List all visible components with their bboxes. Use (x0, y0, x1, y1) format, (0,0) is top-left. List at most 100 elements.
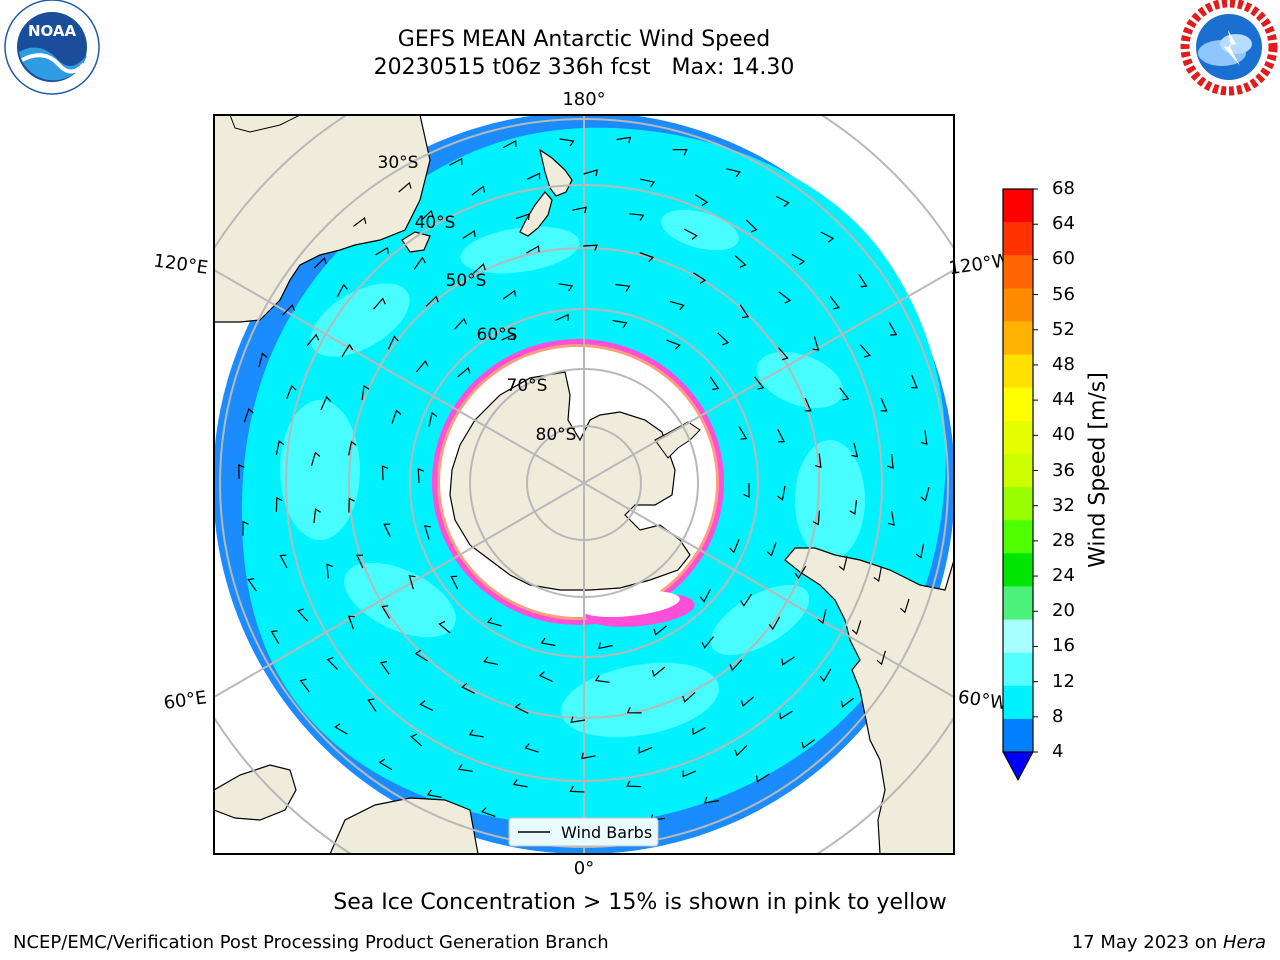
wind-barb (387, 335, 399, 350)
wind-barb (726, 168, 741, 178)
wind-barb (880, 397, 888, 412)
wind-barb (709, 376, 720, 391)
wind-barb (538, 671, 553, 683)
colorbar-extend-arrow (1002, 751, 1034, 782)
wind-barb (651, 666, 666, 677)
wind-barb (779, 710, 793, 720)
wind-barb (326, 563, 333, 579)
colorbar-segment (1003, 553, 1033, 587)
wind-barb (778, 347, 789, 361)
wind-barb (457, 763, 473, 772)
footer-credit: NCEP/EMC/Verification Post Processing Pr… (13, 932, 609, 953)
wind-barb (341, 343, 354, 358)
wind-barb (920, 430, 928, 445)
wind-barb (420, 209, 434, 221)
wind-barb (692, 726, 706, 736)
wind-barb (348, 440, 357, 456)
wind-barb (425, 295, 439, 307)
wind-barb (326, 656, 339, 670)
wind-barb (729, 539, 740, 554)
wind-barb (383, 523, 391, 538)
wind-barb (598, 642, 613, 650)
lon-label-60e: 60°E (162, 687, 208, 714)
land-africa (329, 797, 479, 854)
wind-barb (450, 575, 459, 590)
wind-barb (840, 697, 855, 708)
wind-barb (416, 359, 429, 373)
wind-barb (739, 304, 750, 319)
wind-barb (653, 625, 667, 636)
wind-barb (524, 743, 539, 753)
wind-barb (555, 313, 569, 322)
colorbar-tick-label: 60 (1052, 248, 1075, 270)
wind-barb (486, 617, 502, 627)
wind-barb (313, 508, 321, 524)
wind-barb (915, 543, 925, 559)
wind-barb (717, 332, 730, 346)
colorbar-tick-label: 20 (1052, 600, 1075, 622)
wind-barb (829, 296, 840, 310)
land-madagascar (214, 764, 297, 821)
wind-barb (424, 525, 431, 540)
wind-barb (815, 453, 822, 469)
chart-title: GEFS MEAN Antarctic Wind Speed 20230515 … (284, 26, 884, 82)
colorbar-segment (1003, 685, 1033, 720)
wind-barb (638, 746, 653, 754)
colorbar-tick-label: 40 (1052, 424, 1075, 446)
wind-barb (375, 246, 389, 256)
wind-barb (756, 773, 770, 783)
wind-barb (820, 231, 835, 243)
legend-label: Wind Barbs (561, 823, 652, 842)
wind-barb (615, 283, 631, 292)
wind-barb (778, 291, 792, 304)
wind-barb (851, 442, 859, 458)
map-frame (213, 114, 955, 855)
wind-barb (910, 374, 918, 389)
colorbar-tick-label: 68 (1052, 178, 1075, 199)
wind-barb (812, 510, 820, 526)
wind-barb (791, 253, 806, 266)
wind-barb (540, 637, 556, 647)
wind-barb (743, 482, 750, 498)
wind-barbs-legend: Wind Barbs (508, 817, 659, 847)
wind-barb (570, 716, 586, 723)
wind-barb (666, 339, 681, 350)
colorbar-tick-label: 12 (1052, 670, 1075, 692)
colorbar-tick-label: 16 (1052, 635, 1075, 657)
wind-barb (461, 682, 475, 694)
wind-barb (270, 630, 280, 644)
wind-barb (626, 780, 642, 788)
wind-barb (313, 257, 327, 269)
wind-barb (888, 322, 898, 336)
colorbar-title: Wind Speed [m/s] (1085, 372, 1111, 568)
map-area (214, 115, 954, 854)
wind-barb (275, 496, 283, 512)
colorbar-tick-label: 24 (1052, 565, 1075, 587)
lon-label-180: 180° (562, 89, 605, 110)
wind-barb (701, 636, 714, 649)
footer-host: Hera (1222, 932, 1266, 953)
wind-barb (310, 451, 321, 467)
colorbar-segment (1003, 321, 1033, 356)
wind-barb (353, 216, 367, 227)
footer-date: 17 May 2023 on Hera (1072, 932, 1266, 953)
wind-barb (381, 605, 391, 619)
wind-barb (684, 228, 698, 240)
wind-barb (740, 696, 755, 707)
colorbar-tick-label: 28 (1052, 529, 1075, 551)
wind-barb (876, 650, 886, 666)
wind-barb (682, 770, 697, 778)
wind-barb (417, 468, 425, 484)
footer-date-text: 17 May 2023 on (1071, 932, 1223, 953)
wind-barb (920, 486, 930, 502)
wind-barb (766, 542, 777, 557)
wind-barb (873, 567, 882, 583)
wind-barb (258, 352, 268, 368)
wind-barb (410, 733, 422, 747)
wind-barb (247, 578, 257, 592)
wind-barb (558, 283, 574, 292)
wind-barb (428, 411, 438, 427)
wind-barb (526, 172, 541, 180)
land-nz-north (539, 148, 573, 197)
wind-barb (754, 376, 765, 390)
